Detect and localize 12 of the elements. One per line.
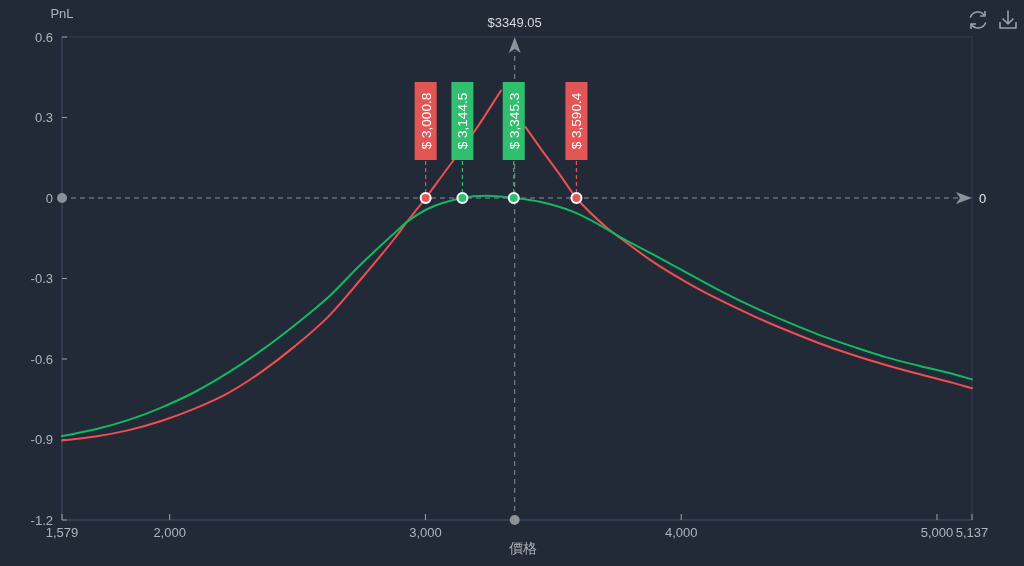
annotation: $ 3,000.8 (414, 82, 437, 193)
annotation: $ 3,144.5 (451, 82, 474, 193)
ylabel: PnL (50, 6, 74, 21)
xlabel: 價格 (509, 540, 537, 556)
annotation: $ 3,590.4 (565, 82, 588, 193)
annotation: $ 3,000.8 (418, 92, 434, 150)
annotation: $ 3,345.3 (506, 92, 522, 150)
annotation: $ 3,144.5 (455, 92, 471, 150)
ref-line-label: $3349.05 (487, 15, 542, 30)
ref-line-label: 0 (979, 191, 987, 206)
annotation: $ 3,590.4 (569, 92, 585, 150)
annotation: $ 3,345.3 (502, 82, 525, 193)
